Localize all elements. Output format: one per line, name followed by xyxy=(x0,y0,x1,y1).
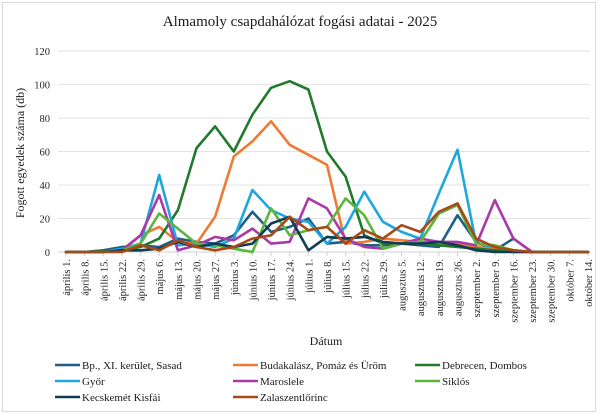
legend-label: Budakalász, Pomáz és Üröm xyxy=(260,360,387,372)
chart-frame: Almamoly csapdahálózat fogási adatai - 2… xyxy=(2,2,596,412)
x-tick-label: június 24. xyxy=(286,259,297,301)
x-tick-label: szeptember 2. xyxy=(472,259,483,317)
x-tick-label: május 13. xyxy=(174,259,185,300)
y-axis-title: Fogott egyedek száma (db) xyxy=(13,88,27,218)
x-tick-label: július 22. xyxy=(360,259,371,299)
legend-label: Kecskemét Kisfái xyxy=(82,392,161,404)
x-tick-label: május 6. xyxy=(155,259,166,295)
x-tick-label: április 1. xyxy=(62,259,73,296)
y-tick-label: 40 xyxy=(40,181,51,192)
chart-title: Almamoly csapdahálózat fogási adatai - 2… xyxy=(163,14,438,30)
legend-item-bp-xi-kerulet-sasad: Bp., XI. kerület, Sasad xyxy=(55,360,182,372)
x-tick-label: szeptember 30. xyxy=(547,259,558,323)
y-tick-label: 0 xyxy=(45,248,50,259)
x-tick-label: augusztus 26. xyxy=(454,259,465,316)
legend-label: Bp., XI. kerület, Sasad xyxy=(82,360,182,372)
x-tick-label: augusztus 5. xyxy=(398,259,409,311)
legend-label: Maroslele xyxy=(260,376,304,388)
legend-item-siklos: Siklós xyxy=(415,376,470,388)
legend-item-gyor: Győr xyxy=(55,376,105,388)
y-tick-label: 80 xyxy=(40,114,51,125)
x-tick-label: október 14. xyxy=(584,259,595,307)
x-tick-label: június 17. xyxy=(267,259,278,301)
legend-item-kecskemet-kisfai: Kecskemét Kisfái xyxy=(55,392,161,404)
x-tick-label: július 8. xyxy=(323,259,334,294)
x-tick-label: szeptember 23. xyxy=(528,259,539,323)
legend-label: Debrecen, Dombos xyxy=(442,360,527,372)
gridlines xyxy=(58,50,590,253)
x-tick-label: május 20. xyxy=(193,259,204,300)
x-tick-label: május 27. xyxy=(211,259,222,300)
y-tick-label: 60 xyxy=(40,148,51,159)
series-line-maroslele xyxy=(64,193,590,254)
x-axis-title: Dátum xyxy=(310,334,343,348)
legend-item-zalaszentlorinc: Zalaszentlőrinc xyxy=(233,392,328,404)
x-tick-label: július 1. xyxy=(304,259,315,294)
x-tick-label: április 15. xyxy=(99,259,110,301)
y-tick-label: 120 xyxy=(34,47,50,58)
series-lines xyxy=(64,79,590,254)
x-tick-label: szeptember 9. xyxy=(491,259,502,317)
x-tick-label: április 29. xyxy=(137,259,148,301)
x-tick-label: április 8. xyxy=(81,259,92,296)
legend-label: Zalaszentlőrinc xyxy=(260,392,328,404)
x-axis-ticks: április 1. április 8. április 15. április 2… xyxy=(62,252,595,323)
line-chart: Almamoly csapdahálózat fogási adatai - 2… xyxy=(13,14,595,404)
legend-item-maroslele: Maroslele xyxy=(233,376,304,388)
x-tick-label: július 29. xyxy=(379,259,390,299)
legend-item-debrecen-dombos: Debrecen, Dombos xyxy=(415,360,527,372)
x-tick-label: október 7. xyxy=(565,259,576,302)
x-tick-label: április 22. xyxy=(118,259,129,301)
x-tick-label: augusztus 12. xyxy=(416,259,427,316)
y-axis-ticks: 0 20 40 60 80 100 120 xyxy=(34,47,50,259)
legend-item-budakalasz-pomaz-es-urom: Budakalász, Pomáz és Üröm xyxy=(233,360,387,372)
x-tick-label: augusztus 19. xyxy=(435,259,446,316)
legend-label: Siklós xyxy=(442,376,470,388)
x-tick-label: július 15. xyxy=(342,259,353,299)
x-tick-label: június 10. xyxy=(248,259,259,301)
y-tick-label: 100 xyxy=(34,81,50,92)
x-tick-label: szeptember 16. xyxy=(509,259,520,323)
legend-label: Győr xyxy=(82,376,105,388)
series-line-zalaszentlorinc xyxy=(64,202,590,254)
x-tick-label: június 3. xyxy=(230,259,241,296)
legend: Bp., XI. kerület, Sasad Budakalász, Pomáz… xyxy=(55,360,527,404)
y-tick-label: 20 xyxy=(40,215,51,226)
